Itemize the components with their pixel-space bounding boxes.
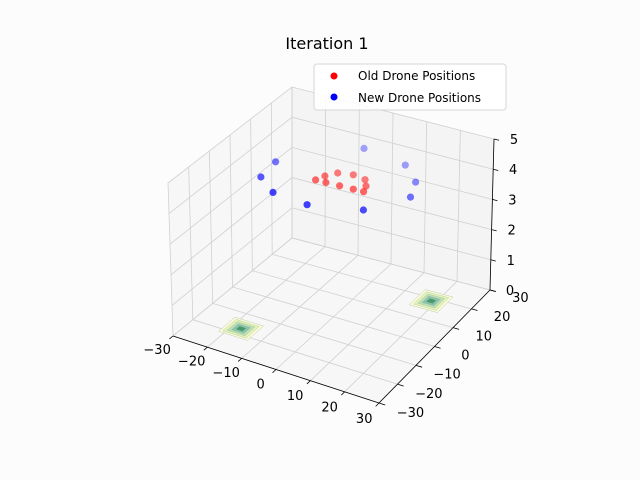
y-tick xyxy=(452,327,460,330)
new-drone-point xyxy=(269,188,277,196)
old-drone-point xyxy=(361,176,369,184)
y-tick-label: 20 xyxy=(494,310,511,325)
legend-label-old: Old Drone Positions xyxy=(358,69,475,83)
new-drone-point xyxy=(406,193,415,201)
old-drone-point xyxy=(349,185,357,193)
y-tick-label: 30 xyxy=(512,291,529,306)
z-tick xyxy=(492,199,498,202)
legend-label-new: New Drone Positions xyxy=(358,91,481,105)
new-drone-point xyxy=(257,173,265,181)
y-tick xyxy=(397,383,404,387)
contour-patch xyxy=(235,325,247,332)
x-tick xyxy=(272,369,277,373)
y-tick-label: 10 xyxy=(475,329,492,344)
old-drone-point xyxy=(334,169,342,177)
y-tick-label: −20 xyxy=(415,387,442,402)
z-tick-label: 1 xyxy=(507,254,515,269)
grid-line-z xyxy=(172,237,491,337)
legend-marker-new xyxy=(330,93,338,101)
grid-line-z xyxy=(171,207,491,306)
z-axis-line xyxy=(489,138,495,291)
x-tick xyxy=(375,402,380,407)
z-tick-label: 5 xyxy=(510,133,518,148)
z-tick-label: 0 xyxy=(506,284,514,299)
y-tick-label: −30 xyxy=(397,406,424,421)
z-tick-label: 2 xyxy=(507,224,515,239)
x-tick xyxy=(203,346,208,351)
old-drone-point xyxy=(360,188,368,196)
grid-line-z xyxy=(167,86,495,184)
x-tick xyxy=(237,358,242,362)
new-drone-point xyxy=(359,206,367,214)
x-tick xyxy=(306,380,311,385)
x-tick-label: −10 xyxy=(212,366,239,381)
z-tick xyxy=(489,289,496,292)
old-drone-point xyxy=(321,172,329,180)
x-tick xyxy=(341,391,345,396)
z-tick xyxy=(493,168,499,171)
z-tick-label: 4 xyxy=(509,163,517,178)
data-points xyxy=(257,144,420,214)
legend: Old Drone Positions New Drone Positions xyxy=(313,63,507,111)
old-drone-point xyxy=(362,182,370,190)
grid-line-z xyxy=(170,177,492,276)
contour-surface xyxy=(218,289,454,341)
y-tick-label: 0 xyxy=(461,348,469,363)
legend-marker-old xyxy=(330,72,338,80)
legend-frame xyxy=(313,63,507,111)
x-tick-label: −20 xyxy=(178,355,205,370)
x-tick-label: 30 xyxy=(356,412,373,427)
grid-line-z xyxy=(168,116,494,214)
x-tick xyxy=(169,335,174,340)
chart-title: Iteration 1 xyxy=(285,34,368,53)
axes-panes xyxy=(168,87,494,403)
left-wall-pane xyxy=(168,87,292,336)
new-drone-point xyxy=(272,158,280,166)
y-tick xyxy=(415,364,423,368)
y-tick xyxy=(378,402,386,406)
old-drone-point xyxy=(349,171,357,179)
contour-patch xyxy=(425,297,437,304)
new-drone-point xyxy=(401,161,409,169)
new-drone-point xyxy=(303,201,311,209)
back-wall-pane xyxy=(292,87,494,290)
old-drone-point xyxy=(322,178,330,187)
new-drone-point xyxy=(412,178,420,186)
new-drone-point xyxy=(360,144,368,152)
z-tick xyxy=(491,229,497,232)
y-tick xyxy=(434,346,441,349)
grid-line-z xyxy=(169,146,493,245)
x-tick-label: −30 xyxy=(143,343,170,358)
x-tick-label: 10 xyxy=(287,389,304,404)
z-tick-label: 3 xyxy=(508,193,516,208)
x-tick-label: 0 xyxy=(257,378,265,393)
y-tick xyxy=(471,308,478,311)
old-drone-point xyxy=(312,176,320,184)
z-tick xyxy=(493,138,500,141)
old-drone-point xyxy=(336,182,344,190)
y-tick-label: −10 xyxy=(433,368,460,383)
z-tick xyxy=(490,259,496,262)
x-tick-label: 20 xyxy=(321,401,338,416)
